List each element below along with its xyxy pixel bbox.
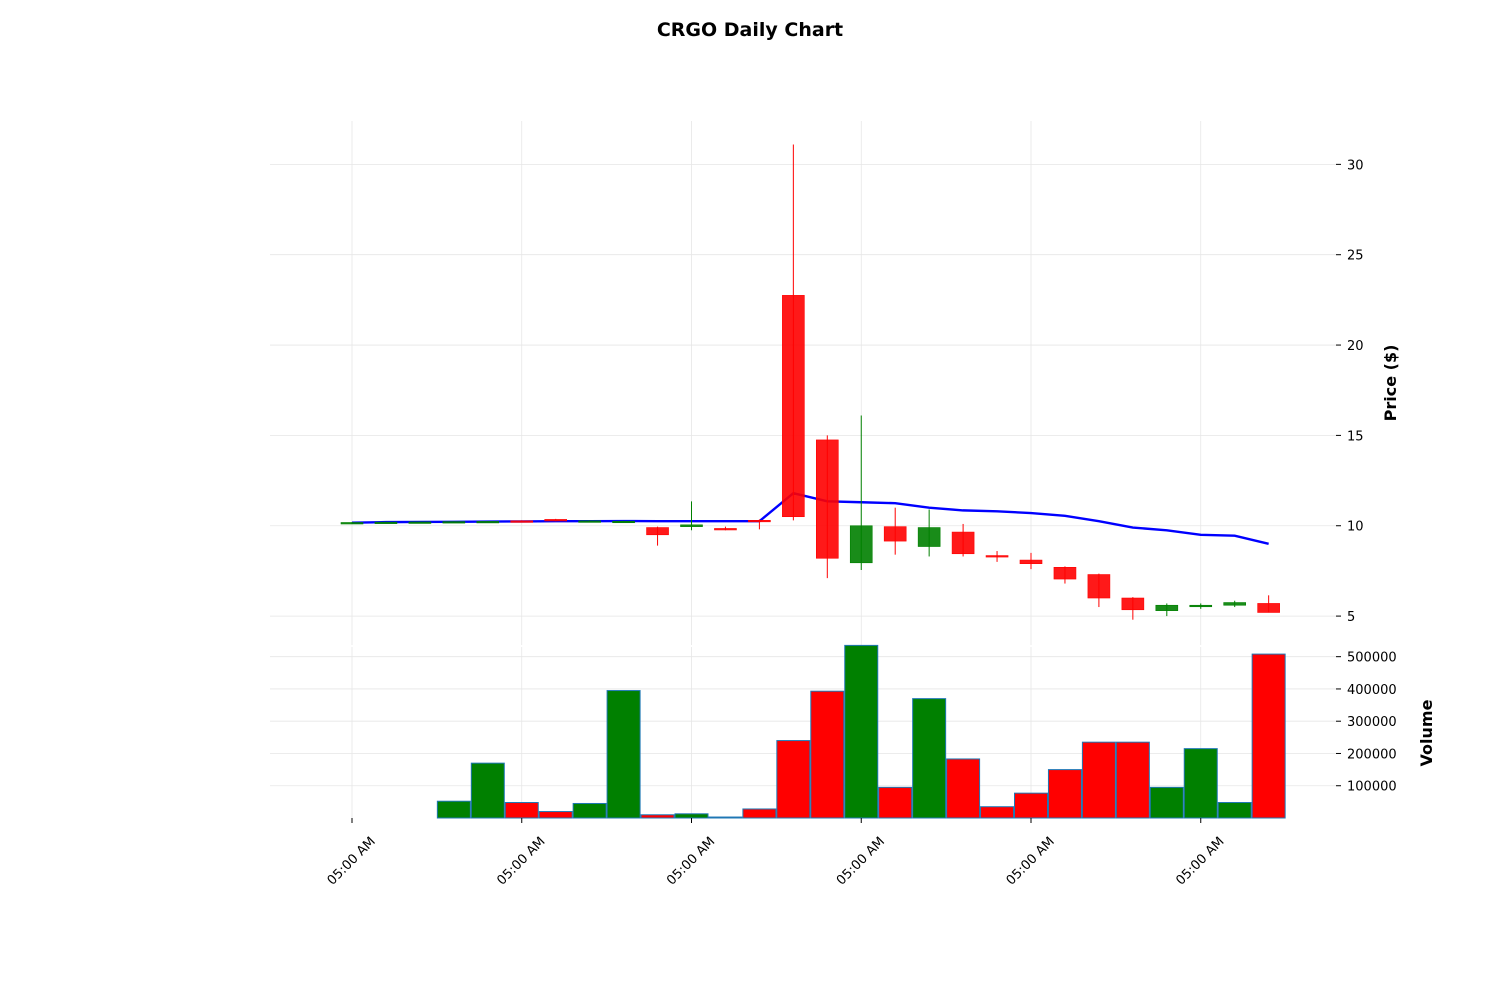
candle-body: [985, 555, 1009, 558]
volume-bar: [1081, 741, 1116, 819]
candle-body: [1053, 567, 1077, 580]
candle-body: [544, 519, 568, 522]
candle-body: [442, 521, 466, 524]
volume-bar: [606, 690, 641, 819]
volume-bar: [1251, 653, 1286, 819]
volume-tick-label: 200000: [1347, 747, 1397, 762]
volume-bar: [504, 802, 539, 819]
candle-body: [1155, 604, 1179, 611]
volume-tick-label: 100000: [1347, 780, 1397, 795]
moving-average-layer: [351, 491, 1269, 545]
candle-body: [883, 526, 907, 542]
candle-body: [951, 531, 975, 555]
candle-body: [782, 295, 805, 518]
price-tick-label: 30: [1347, 158, 1364, 173]
volume-bar: [538, 811, 573, 819]
x-tick-label: 05:00 AM: [325, 834, 379, 888]
volume-bar: [980, 806, 1015, 819]
candle-body: [476, 521, 500, 524]
volume-bar: [640, 814, 675, 819]
volume-tick-label: 300000: [1347, 715, 1397, 730]
volume-bar: [436, 800, 471, 819]
volume-bar: [912, 698, 947, 819]
volume-bar: [844, 644, 879, 819]
x-tick-label: 05:00 AM: [494, 834, 548, 888]
candle-body: [510, 520, 534, 523]
price-tick-label: 5: [1347, 610, 1355, 625]
price-tick-label: 20: [1347, 339, 1364, 354]
volume-tick-label: 400000: [1347, 683, 1397, 698]
candle-body: [917, 527, 941, 547]
volume-bar: [878, 786, 913, 819]
candle-body: [1189, 604, 1213, 608]
volume-bar: [810, 690, 845, 819]
volume-bar: [708, 816, 743, 819]
candle-body: [1121, 597, 1145, 611]
candle-body: [680, 524, 703, 527]
volume-bar: [776, 740, 811, 819]
candle-body: [612, 520, 635, 524]
candle-body: [714, 528, 737, 531]
candle-body: [1257, 603, 1280, 613]
volume-bar: [742, 808, 777, 819]
volume-axis: 100000 200000 300000 400000 500000: [1336, 651, 1397, 795]
volume-bar: [1217, 802, 1252, 819]
volume-bar: [470, 762, 505, 819]
candle-body: [815, 439, 839, 559]
candle-body: [408, 521, 432, 524]
volume-bar: [1115, 741, 1150, 819]
price-grid: [270, 121, 1336, 645]
candle-body: [748, 520, 771, 523]
chart-title: CRGO Daily Chart: [657, 19, 843, 41]
x-tick-label: 05:00 AM: [834, 834, 888, 888]
price-axis: 5 10 15 20 25 30: [1336, 158, 1364, 625]
volume-bar: [1183, 748, 1218, 819]
price-axis-title: Price ($): [1381, 345, 1400, 422]
volume-bars-layer: [436, 644, 1286, 819]
volume-tick-label: 500000: [1347, 651, 1397, 666]
moving-average-line: [351, 491, 1269, 545]
candle-body: [1019, 559, 1043, 564]
candle-body: [340, 522, 364, 525]
x-tick-label: 05:00 AM: [664, 834, 718, 888]
candle-body: [578, 520, 601, 523]
price-tick-label: 15: [1347, 429, 1364, 444]
volume-axis-title: Volume: [1417, 699, 1436, 766]
price-tick-label: 25: [1347, 249, 1364, 264]
candle-body: [1087, 574, 1111, 599]
x-tick-label: 05:00 AM: [1004, 834, 1058, 888]
volume-bar: [1047, 769, 1082, 819]
candle-body: [849, 525, 873, 564]
price-tick-label: 10: [1347, 520, 1364, 535]
candle-body: [646, 527, 669, 536]
volume-bar: [1014, 792, 1048, 819]
volume-bar: [946, 758, 981, 819]
volume-bar: [572, 802, 607, 819]
x-axis: 05:00 AM 05:00 AM 05:00 AM 05:00 AM 05:00 AM…: [325, 818, 1228, 888]
candle-body: [1223, 602, 1246, 606]
volume-bar: [674, 813, 709, 819]
candles-layer: [340, 144, 1280, 620]
candle-body: [374, 521, 398, 524]
x-tick-label: 05:00 AM: [1173, 834, 1227, 888]
volume-bar: [1149, 786, 1184, 819]
